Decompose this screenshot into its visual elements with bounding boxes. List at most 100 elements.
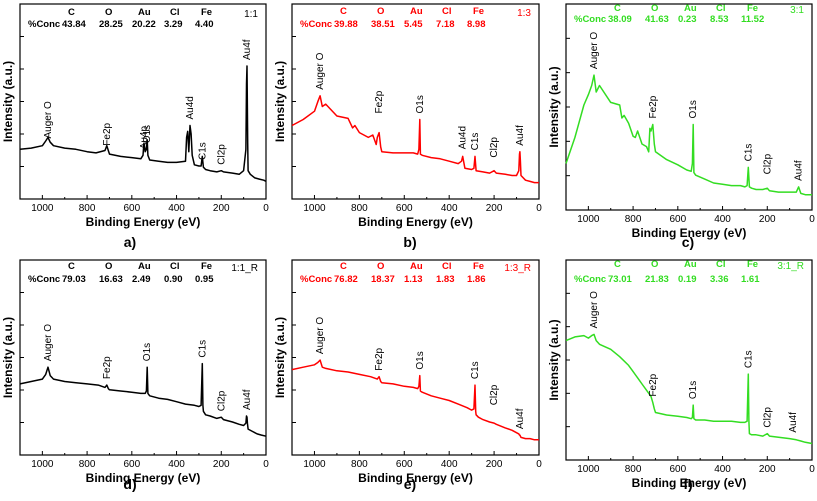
panel-label: e)	[404, 476, 416, 492]
composition-value: 0.19	[678, 274, 697, 285]
peak-label: Cl2p	[762, 407, 773, 428]
peak-label: Cl2p	[216, 144, 227, 165]
x-axis-label: Binding Energy (eV)	[358, 215, 473, 229]
composition-value: 1.83	[436, 274, 455, 285]
composition-element: C	[68, 7, 75, 18]
x-tick-label: 800	[351, 459, 368, 470]
composition-element: Au	[138, 7, 151, 18]
x-axis-label: Binding Energy (eV)	[632, 226, 747, 240]
x-tick-label: 600	[669, 464, 686, 475]
composition-element: O	[377, 261, 384, 272]
ratio-label: 1:1_R	[231, 263, 258, 274]
composition-element: Cl	[716, 259, 726, 270]
y-axis-label: Intensity (a.u.)	[547, 66, 561, 147]
x-tick-label: 600	[396, 459, 413, 470]
x-tick-label: 1000	[303, 203, 326, 214]
peak-label: Auger O	[43, 324, 54, 361]
composition-element: Cl	[442, 261, 452, 272]
composition-element: Fe	[473, 261, 484, 272]
composition-element: C	[68, 261, 75, 272]
composition-element: O	[651, 259, 658, 270]
x-tick-label: 400	[168, 459, 185, 470]
composition-value: 39.88	[334, 19, 358, 30]
composition-value: 4.40	[195, 19, 214, 30]
peak-label: Cl2p	[489, 384, 500, 405]
peak-label: Au4f	[794, 160, 805, 181]
composition-value: 7.18	[436, 19, 455, 30]
peak-label: Fe2p	[102, 122, 113, 145]
x-tick-label: 1000	[31, 203, 54, 214]
x-axis-label: Binding Energy (eV)	[358, 471, 473, 485]
composition-value: 1.61	[741, 274, 760, 285]
composition-value: 41.63	[645, 14, 669, 25]
spectrum-line	[19, 362, 267, 437]
x-tick-label: 400	[714, 464, 731, 475]
peak-label: C1s	[470, 361, 481, 379]
x-tick-label: 600	[123, 203, 140, 214]
x-tick-label: 600	[669, 214, 686, 225]
peak-label: C1s	[197, 142, 208, 160]
composition-value: 28.25	[99, 19, 123, 30]
composition-value: 38.51	[371, 19, 395, 30]
spectrum-line	[291, 95, 539, 184]
composition-value: 0.95	[195, 274, 214, 285]
composition-value: 1.13	[404, 274, 423, 285]
peak-label: Fe2p	[648, 373, 659, 396]
composition-element: Cl	[716, 3, 726, 14]
composition-value: 16.63	[99, 274, 123, 285]
ratio-label: 3:1	[790, 5, 804, 16]
composition-element: O	[377, 6, 384, 17]
spectrum-line	[19, 65, 267, 183]
composition-element: Fe	[473, 6, 484, 17]
x-tick-label: 0	[263, 203, 269, 214]
x-tick-label: 0	[536, 459, 542, 470]
peak-label: Cl2p	[216, 390, 227, 411]
composition-element: Cl	[170, 261, 180, 272]
x-tick-label: 0	[809, 464, 815, 475]
composition-element: O	[651, 3, 658, 14]
peak-label: O1s	[142, 125, 153, 143]
composition-value: 38.09	[608, 14, 632, 25]
composition-value: 21.83	[645, 274, 669, 285]
x-tick-label: 800	[79, 203, 96, 214]
composition-value: 79.03	[62, 274, 86, 285]
x-tick-label: 800	[351, 203, 368, 214]
composition-value: 8.53	[710, 14, 729, 25]
x-tick-label: 600	[123, 459, 140, 470]
peak-label: Fe2p	[374, 347, 385, 370]
peak-label: O1s	[415, 351, 426, 369]
peak-label: Au4f	[242, 39, 253, 60]
peak-label: O1s	[688, 100, 699, 118]
peak-label: Auger O	[589, 291, 600, 328]
peak-label: Au4d	[458, 126, 469, 149]
x-tick-label: 1000	[577, 464, 600, 475]
ratio-label: 1:3	[517, 8, 531, 19]
ratio-label: 1:3_R	[504, 263, 531, 274]
composition-value: 0.23	[678, 14, 697, 25]
x-tick-label: 800	[625, 214, 642, 225]
composition-header: %Conc	[300, 19, 332, 30]
x-tick-label: 200	[486, 203, 503, 214]
spectrum-line	[565, 333, 813, 445]
chart-panel-f: 1000 800 600 400 200 0 Binding Energy (eV) Inte…	[547, 259, 815, 492]
peak-label: Fe2p	[102, 356, 113, 379]
composition-header: %Conc	[28, 274, 60, 285]
plot-frame	[19, 3, 267, 200]
x-tick-label: 1000	[303, 459, 326, 470]
composition-element: Au	[410, 261, 423, 272]
composition-element: Cl	[170, 7, 180, 18]
composition-value: 76.82	[334, 274, 358, 285]
x-axis-label: Binding Energy (eV)	[86, 215, 201, 229]
peak-label: Au4d	[185, 96, 196, 119]
x-tick-label: 1000	[31, 459, 54, 470]
composition-element: C	[340, 6, 347, 17]
panel-label: f)	[683, 476, 692, 492]
composition-value: 73.01	[608, 274, 632, 285]
x-tick-label: 200	[759, 464, 776, 475]
x-tick-label: 0	[536, 203, 542, 214]
x-tick-label: 400	[168, 203, 185, 214]
composition-value: 11.52	[741, 14, 764, 25]
peak-label: Fe2p	[374, 90, 385, 113]
composition-element: Au	[684, 3, 697, 14]
peak-label: O1s	[688, 381, 699, 399]
